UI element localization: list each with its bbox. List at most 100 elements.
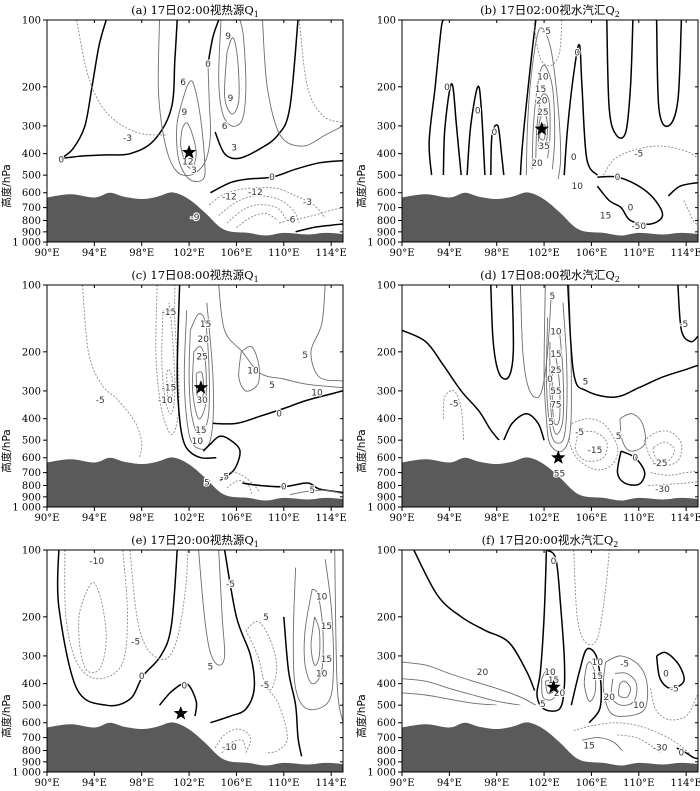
plot-frame <box>46 19 344 243</box>
x-tick-label: 102°E <box>528 248 559 259</box>
y-tick-label: 800 <box>377 746 396 757</box>
y-tick-label: 500 <box>22 171 41 182</box>
contour-positive <box>195 371 205 400</box>
contour-positive <box>402 678 521 706</box>
contour-label: 0 <box>269 173 275 183</box>
contour-label: 55 <box>554 469 565 479</box>
contour-label: 20 <box>531 159 543 169</box>
contour-label: 55 <box>550 387 561 397</box>
contour-positive <box>310 616 321 666</box>
y-tick-label: 800 <box>377 481 396 492</box>
y-axis-label: 高度/hPa <box>355 694 368 738</box>
y-tick-label: 800 <box>22 746 41 757</box>
contour-positive <box>224 37 240 115</box>
y-tick-label: 700 <box>377 468 396 479</box>
contour-negative <box>602 145 698 176</box>
contour-label: -5 <box>220 473 229 483</box>
contour-label: -10 <box>89 557 104 567</box>
panel-title: (e) 17日20:00视热源Q1 <box>131 533 259 549</box>
contour-positive <box>310 285 343 382</box>
contour-positive <box>157 20 211 176</box>
panel-title: (c) 17日08:00视热源Q1 <box>131 268 258 284</box>
contour-positive <box>402 692 497 706</box>
contour-label: 20 <box>198 335 210 345</box>
contour-negative <box>573 722 691 755</box>
x-tick-label: 94°E <box>82 248 107 259</box>
contour-label: 25 <box>196 353 207 363</box>
y-tick-label: 300 <box>377 121 396 132</box>
y-tick-label: 900 <box>377 492 396 503</box>
contour-label: 10 <box>544 668 556 678</box>
contour-zero <box>442 83 462 176</box>
x-tick-label: 90°E <box>34 778 59 789</box>
terrain-profile <box>47 192 343 242</box>
contour-negative <box>569 418 619 471</box>
x-tick-label: 90°E <box>34 248 59 259</box>
contour-zero <box>606 20 634 139</box>
contour-positive <box>610 672 638 706</box>
contour-label: 9 <box>228 94 234 104</box>
contour-positive <box>531 64 556 170</box>
panel-title: (a) 17日02:00视热源Q1 <box>131 3 259 19</box>
y-tick-label: 500 <box>377 701 396 712</box>
contour-label: 5 <box>540 700 546 710</box>
contour-positive <box>334 550 343 723</box>
contour-label: 0 <box>475 106 481 116</box>
x-tick-label: 102°E <box>173 248 204 259</box>
y-tick-label: 400 <box>22 414 41 425</box>
contour-label: -5 <box>575 428 584 438</box>
y-tick-label: 1 000 <box>12 768 41 779</box>
contour-label: 10 <box>572 182 584 192</box>
contour-negative <box>648 481 698 486</box>
contour-zero <box>676 747 698 760</box>
contour-negative <box>265 688 288 754</box>
contour-label: 12 <box>182 158 193 168</box>
contour-label: 9 <box>181 108 187 118</box>
contour-label: 5 <box>208 663 214 673</box>
contour-label: 0 <box>547 375 553 385</box>
contour-positive <box>218 20 247 127</box>
x-tick-label: 110°E <box>268 513 299 524</box>
contour-label: -10 <box>158 396 173 406</box>
contour-positive <box>551 356 561 426</box>
contour-zero <box>158 682 198 717</box>
contour-zero <box>677 285 698 343</box>
contour-positive <box>541 669 558 701</box>
contour-label: -5 <box>131 637 140 647</box>
contour-label: 15 <box>200 320 211 330</box>
x-tick-label: 106°E <box>576 248 607 259</box>
contour-negative <box>221 739 247 754</box>
y-tick-label: 200 <box>377 347 396 358</box>
x-tick-label: 90°E <box>389 248 414 259</box>
contour-positive <box>602 655 649 717</box>
y-tick-label: 500 <box>377 171 396 182</box>
contour-label: -5 <box>679 320 688 330</box>
y-tick-label: 1 000 <box>367 238 396 249</box>
contour-positive <box>545 302 568 444</box>
contour-label: 0 <box>139 672 145 682</box>
contour-label: 10 <box>311 389 323 399</box>
y-tick-label: 900 <box>22 757 41 768</box>
y-tick-label: 300 <box>377 386 396 397</box>
contour-label: 0 <box>632 454 638 464</box>
x-tick-label: 94°E <box>437 248 462 259</box>
contour-negative <box>298 20 343 124</box>
contour-zero <box>61 20 178 160</box>
contour-label: -5 <box>542 27 551 37</box>
panel-title: (b) 17日02:00视水汽汇Q2 <box>480 3 620 19</box>
contour-label: -15 <box>162 384 177 394</box>
y-tick-label: 400 <box>22 149 41 160</box>
contour-negative <box>442 389 465 441</box>
contour-label: 5 <box>263 613 269 623</box>
contour-label: 25 <box>550 366 561 376</box>
contour-positive <box>581 737 623 751</box>
x-tick-label: 110°E <box>623 778 654 789</box>
y-tick-label: 200 <box>22 347 41 358</box>
contour-zero <box>655 651 685 690</box>
contour-negative <box>64 550 128 680</box>
contour-negative <box>78 581 107 674</box>
contour-label: -5 <box>260 681 269 691</box>
